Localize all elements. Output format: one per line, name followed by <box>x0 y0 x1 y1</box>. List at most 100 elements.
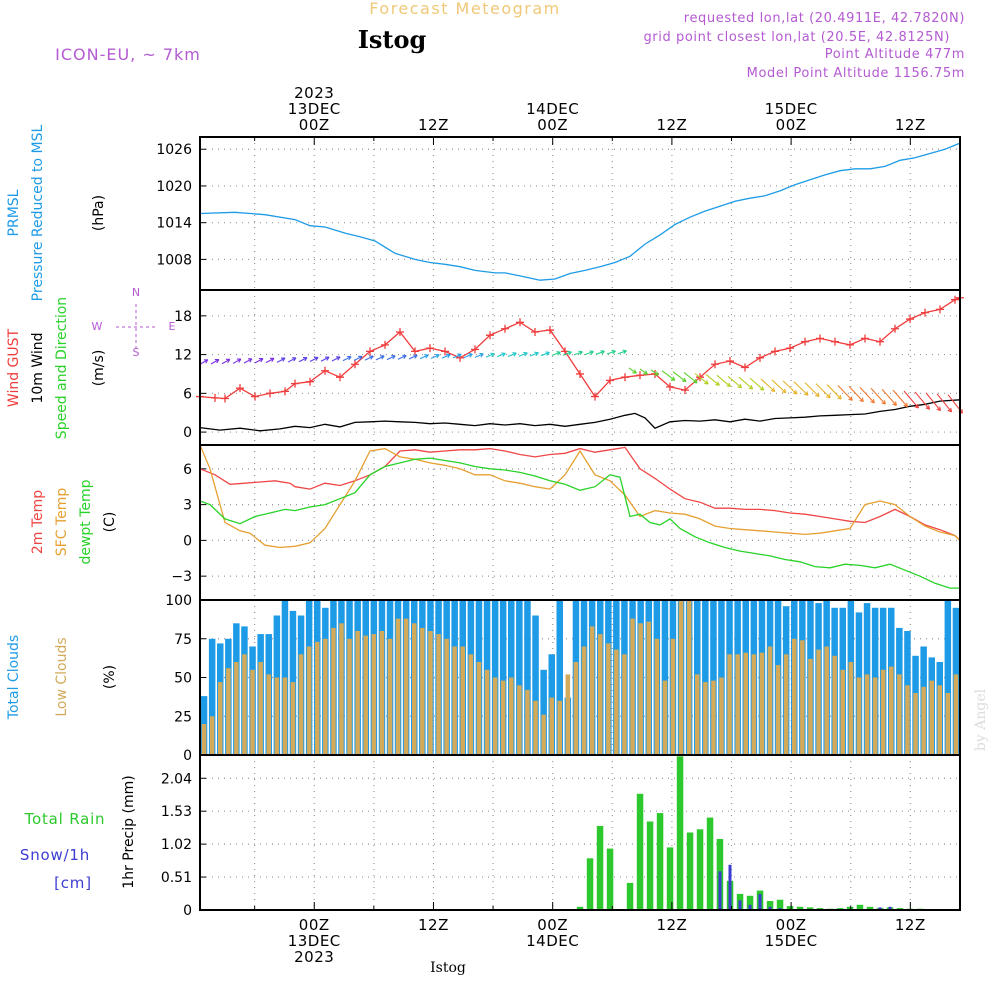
low-cloud-bar <box>630 618 635 755</box>
wind-arrow-head <box>925 405 931 410</box>
low-cloud-bar <box>864 674 870 755</box>
wind-direction-arrow <box>408 354 418 360</box>
wind-direction-arrow <box>672 371 687 383</box>
low-cloud-bar <box>460 646 465 755</box>
snow-bar <box>888 906 892 910</box>
wind-arrow-head <box>892 401 897 406</box>
clouds-panel: 0 25 50 75 100 <box>165 593 961 764</box>
series-line-2m-temp <box>199 446 961 541</box>
wind-arrow-head <box>870 398 875 404</box>
ytick-label: 1.53 <box>161 804 192 820</box>
wind-direction-arrow <box>265 357 275 364</box>
low-cloud-bar <box>832 655 837 755</box>
low-cloud-bar <box>274 677 280 755</box>
rain-bar <box>766 901 774 910</box>
wind-direction-arrow <box>914 391 930 410</box>
low-cloud-bar <box>614 649 619 755</box>
wind-arrow-head <box>479 352 484 358</box>
wind-direction-arrow <box>881 388 897 406</box>
low-cloud-bar <box>468 654 474 756</box>
wind-direction-arrow <box>661 370 676 381</box>
low-cloud-bar <box>315 641 320 755</box>
low-cloud-bar <box>695 674 700 755</box>
wind-direction-arrow <box>606 350 616 355</box>
low-cloud-bar <box>622 654 627 756</box>
low-cloud-bar <box>298 654 304 756</box>
pressure-unit: (hPa) <box>91 195 107 231</box>
low-cloud-bar <box>880 669 886 756</box>
wind-direction-arrow <box>529 352 539 357</box>
snow-bar <box>718 871 722 911</box>
gust-marker <box>591 392 599 401</box>
top-time-label: 12Z <box>895 116 926 134</box>
wind-arrow-head <box>748 385 754 390</box>
gust-marker <box>221 394 229 403</box>
low-cloud-bar <box>711 680 716 755</box>
gust-marker <box>636 371 644 380</box>
gust-marker <box>666 382 674 391</box>
precip-legend-label: Total Rain <box>24 810 106 828</box>
low-cloud-bar <box>403 618 409 755</box>
wind-arrow-head <box>692 378 698 384</box>
low-cloud-bar <box>387 638 393 756</box>
gust-marker <box>471 345 479 354</box>
gust-marker <box>711 360 719 369</box>
gust-marker <box>381 340 389 349</box>
precip-panel: 0 0.51 1.02 1.53 2.04 <box>161 754 961 919</box>
ytick-label: 0 <box>183 748 192 764</box>
temp2m-label: 2m Temp <box>30 490 46 554</box>
wind-arrow-head <box>704 380 709 385</box>
precip-unit-label: 1hr Precip (mm) <box>121 775 137 888</box>
low-cloud-bar <box>541 714 546 755</box>
wind-arrow-head <box>258 358 264 363</box>
total-cloud-bar <box>208 638 216 756</box>
gust-marker <box>516 318 524 327</box>
low-cloud-bar <box>662 680 668 755</box>
wind-arrow-head <box>914 403 919 409</box>
low-cloud-bar <box>735 654 740 756</box>
temp-unit: (C) <box>102 512 118 533</box>
low-cloud-bar <box>476 662 482 755</box>
gust-marker <box>411 347 419 356</box>
wind-direction-arrow <box>353 355 363 361</box>
temperature-panel: −3 0 3 6 <box>171 444 961 601</box>
wind-direction-arrow <box>859 386 875 404</box>
wind-arrow-head <box>770 387 776 393</box>
top-time-label: 12Z <box>656 116 687 134</box>
rain-bar <box>576 906 584 910</box>
ytick-label: 6 <box>183 386 192 402</box>
low-cloud-bar <box>355 631 360 755</box>
wind-direction-arrow <box>782 380 798 395</box>
low-cloud-bar <box>509 677 514 755</box>
low-cloud-bar <box>266 674 271 755</box>
gust-marker <box>396 327 404 336</box>
wind-direction-arrow <box>925 392 941 411</box>
gust-marker <box>606 376 614 385</box>
ytick-label: −3 <box>171 569 192 585</box>
wind-direction-arrow <box>595 350 605 355</box>
low-cloud-bar <box>800 640 805 755</box>
ytick-label: 25 <box>174 709 192 725</box>
low-cloud-bar <box>331 627 336 755</box>
low-cloud-bar <box>792 638 797 756</box>
low-cloud-bar <box>242 654 247 756</box>
wind-arrow-head <box>413 354 418 359</box>
gust-marker <box>861 334 869 343</box>
top-time-label: 00Z <box>299 116 330 134</box>
gust-marker <box>546 326 554 335</box>
bottom-time-label: 12Z <box>656 916 687 934</box>
low-cloud-bar <box>452 646 457 755</box>
gust-label: Wind GUST <box>6 328 22 407</box>
gust-marker <box>801 337 809 346</box>
gust-marker <box>426 344 434 353</box>
low-cloud-bar <box>808 658 813 755</box>
wind-direction-arrow <box>463 353 473 359</box>
rain-bar <box>676 756 684 910</box>
wind-arrow-head <box>726 382 731 388</box>
low-cloud-bar <box>347 638 352 756</box>
ytick-label: 0 <box>183 903 192 919</box>
wind-direction-arrow <box>452 353 462 359</box>
ytick-label: 0 <box>183 533 192 549</box>
snow-bar <box>738 900 742 910</box>
total-cloud-bar <box>524 600 531 755</box>
